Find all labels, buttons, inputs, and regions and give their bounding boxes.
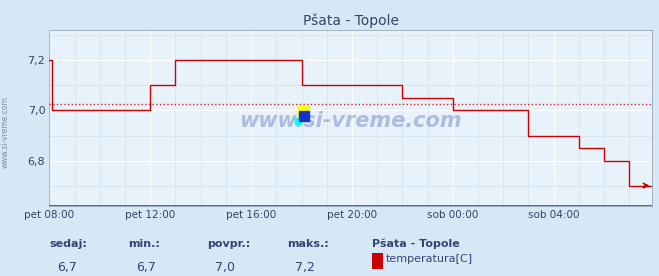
Text: 6,7: 6,7 <box>136 261 156 274</box>
Text: 6,7: 6,7 <box>57 261 77 274</box>
Text: sedaj:: sedaj: <box>49 239 87 249</box>
Text: www.si-vreme.com: www.si-vreme.com <box>240 112 462 131</box>
Text: temperatura[C]: temperatura[C] <box>386 254 473 264</box>
Title: Pšata - Topole: Pšata - Topole <box>303 13 399 28</box>
Text: min.:: min.: <box>129 239 160 249</box>
Text: povpr.:: povpr.: <box>208 239 251 249</box>
Text: Pšata - Topole: Pšata - Topole <box>372 239 460 249</box>
Text: www.si-vreme.com: www.si-vreme.com <box>1 97 10 168</box>
Text: 7,0: 7,0 <box>215 261 235 274</box>
Text: 7,2: 7,2 <box>295 261 314 274</box>
Text: maks.:: maks.: <box>287 239 328 249</box>
